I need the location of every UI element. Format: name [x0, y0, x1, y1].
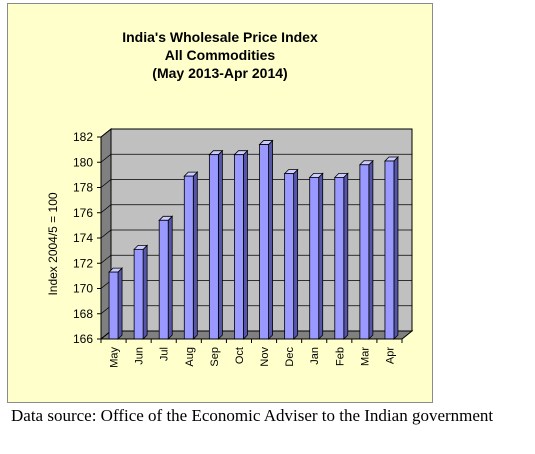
bar: [284, 173, 295, 340]
x-tick-label: Nov: [259, 347, 271, 367]
x-tick-label: Oct: [234, 347, 246, 364]
x-tick-label: Apr: [384, 347, 396, 364]
bar: [108, 271, 119, 340]
bar-side: [243, 149, 248, 340]
y-tick-label: 170: [73, 282, 93, 296]
bar-side: [318, 172, 324, 340]
bar-side: [343, 172, 349, 340]
x-tick-label: Mar: [359, 347, 371, 366]
y-gridline: [100, 128, 412, 138]
x-tick-label: Jul: [159, 347, 171, 361]
chart-title-line-2: All Commodities: [165, 47, 276, 63]
bar-side: [142, 244, 148, 340]
y-axis-label: Index 2004/5 = 100: [46, 192, 60, 295]
y-tick-label: 168: [73, 307, 93, 321]
bar-side: [368, 159, 374, 340]
bar: [359, 164, 370, 340]
chart-title-line-3: (May 2013-Apr 2014): [152, 65, 287, 81]
chart-svg: India's Wholesale Price Index All Commod…: [46, 29, 414, 368]
y-tick-label: 174: [73, 231, 93, 245]
bar: [384, 160, 395, 340]
bar: [334, 176, 345, 340]
bar: [208, 154, 219, 340]
x-tick-label: Dec: [284, 347, 296, 367]
bar-side: [393, 156, 399, 340]
bar: [234, 154, 244, 340]
y-tick-label: 176: [73, 206, 93, 220]
y-gridline: [100, 153, 412, 163]
chart-title-line-1: India's Wholesale Price Index: [122, 29, 318, 45]
y-tick-label: 166: [73, 332, 93, 346]
y-tick-label: 172: [73, 256, 93, 270]
bar: [309, 176, 320, 340]
x-tick-label: Jun: [134, 347, 146, 365]
bar-side: [268, 139, 273, 340]
x-tick-label: Aug: [184, 347, 196, 367]
bar-side: [217, 149, 223, 340]
bar-side: [293, 168, 299, 340]
data-source-note: Data source: Office of the Economic Advi…: [11, 406, 494, 425]
x-tick-label: Feb: [334, 347, 346, 366]
bar: [183, 175, 194, 340]
x-tick-label: Jan: [309, 347, 321, 365]
bar: [133, 248, 144, 340]
x-tick-label: Sep: [209, 347, 221, 367]
bar-side: [167, 215, 173, 340]
bar: [158, 219, 169, 340]
x-tick-label: May: [109, 347, 121, 368]
bar-side: [117, 267, 123, 340]
chart-area: India's Wholesale Price Index All Commod…: [7, 3, 433, 403]
bar: [259, 144, 269, 340]
y-tick-label: 182: [73, 130, 93, 144]
bar-side: [192, 171, 198, 340]
y-tick-label: 178: [73, 181, 93, 195]
y-tick-label: 180: [73, 155, 93, 169]
plot-area: 166 168 170 172 174 176 178 180 182 May Jun Jul Aug S…: [73, 127, 414, 368]
